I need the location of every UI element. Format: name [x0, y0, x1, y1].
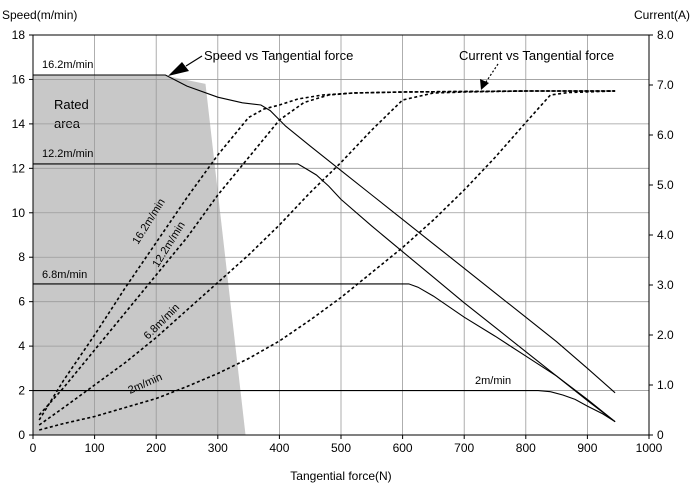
x-axis-ticks: 0 100 200 300 400 500 600 700 800 900 1000	[30, 435, 663, 455]
x-tick-label: 500	[331, 441, 351, 455]
x-tick-label: 900	[577, 441, 597, 455]
speed-annotation-arrow	[185, 55, 203, 67]
current-line-2	[38, 90, 616, 426]
left-y-tick-label: 12	[12, 161, 26, 175]
x-tick-label: 200	[146, 441, 166, 455]
speed-series-label-3: 2m/min	[475, 375, 511, 387]
speed-series-label-1: 12.2m/min	[42, 148, 93, 160]
rated-area-region	[33, 75, 246, 435]
right-y-tick-label: 4.0	[657, 228, 674, 242]
x-tick-label: 0	[30, 441, 37, 455]
right-y-tick-label: 2.0	[657, 328, 674, 342]
left-y-tick-label: 8	[18, 250, 25, 264]
right-y-tick-label: 0	[657, 428, 664, 442]
speed-series-label-2: 6.8m/min	[42, 269, 87, 281]
x-tick-label: 800	[516, 441, 536, 455]
left-y-tick-label: 2	[18, 384, 25, 398]
speed-annotation-arrowhead	[168, 62, 189, 76]
right-y-tick-label: 3.0	[657, 278, 674, 292]
left-y-tick-label: 10	[12, 206, 26, 220]
x-tick-label: 400	[269, 441, 289, 455]
left-y-tick-label: 16	[12, 72, 26, 86]
left-y-axis-ticks: 0 2 4 6 8 10 12 14 16 18	[12, 28, 33, 442]
left-y-tick-label: 4	[18, 339, 25, 353]
right-y-axis-ticks: 0 1.0 2.0 3.0 4.0 5.0 6.0 7.0 8.0	[649, 28, 674, 442]
current-annotation-arrowhead	[480, 79, 489, 90]
current-vs-force-annotation: Current vs Tangential force	[459, 48, 614, 63]
right-y-tick-label: 5.0	[657, 178, 674, 192]
current-series-lines	[38, 90, 616, 431]
x-axis-title: Tangential force(N)	[290, 469, 391, 483]
left-y-tick-label: 0	[18, 428, 25, 442]
speed-series-label-0: 16.2m/min	[42, 59, 93, 71]
x-tick-label: 100	[85, 441, 105, 455]
left-y-tick-label: 18	[12, 28, 26, 42]
left-y-tick-label: 14	[12, 117, 26, 131]
right-y-axis-title: Current(A)	[634, 8, 690, 22]
left-y-tick-label: 6	[18, 295, 25, 309]
speed-line-1	[33, 163, 616, 423]
current-line-0	[38, 90, 616, 421]
current-line-3	[38, 90, 616, 431]
right-y-tick-label: 8.0	[657, 28, 674, 42]
x-tick-label: 300	[208, 441, 228, 455]
right-y-tick-label: 7.0	[657, 78, 674, 92]
speed-line-0	[33, 74, 616, 394]
current-line-1	[38, 90, 616, 416]
speed-line-3	[33, 390, 616, 423]
x-tick-label: 1000	[636, 441, 663, 455]
left-y-axis-title: Speed(m/min)	[2, 8, 77, 22]
speed-series-labels: 16.2m/min 12.2m/min 6.8m/min 2m/min	[42, 59, 511, 387]
rated-area-label-line1: Rated	[54, 97, 89, 112]
x-tick-label: 600	[393, 441, 413, 455]
x-tick-label: 700	[454, 441, 474, 455]
right-y-tick-label: 1.0	[657, 378, 674, 392]
speed-line-2	[33, 283, 616, 423]
speed-series-lines	[33, 74, 616, 423]
speed-vs-force-annotation: Speed vs Tangential force	[204, 48, 353, 63]
right-y-tick-label: 6.0	[657, 128, 674, 142]
annotations: Speed vs Tangential force Current vs Tan…	[168, 48, 614, 90]
